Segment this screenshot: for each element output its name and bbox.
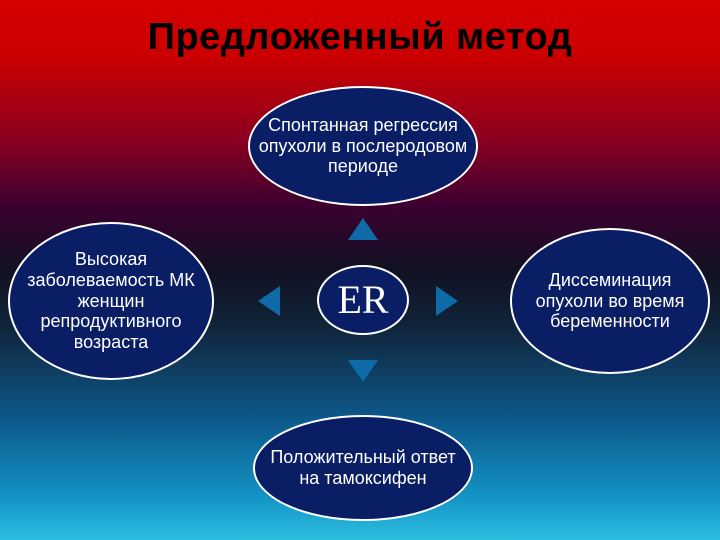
node-bottom-label: Положительный ответ на тамоксифен <box>255 447 471 488</box>
node-top: Спонтанная регрессия опухоли в послеродо… <box>248 86 478 206</box>
arrow-down-icon <box>348 360 378 382</box>
node-center-label: ER <box>331 277 394 323</box>
node-right: Диссеминация опухоли во время беременнос… <box>510 228 710 374</box>
node-center: ER <box>317 265 409 335</box>
node-bottom: Положительный ответ на тамоксифен <box>253 415 473 521</box>
arrow-right-icon <box>436 286 458 316</box>
node-left-label: Высокая заболеваемость МК женщин репроду… <box>10 249 212 352</box>
arrow-left-icon <box>258 286 280 316</box>
node-top-label: Спонтанная регрессия опухоли в послеродо… <box>250 115 476 177</box>
arrow-up-icon <box>348 218 378 240</box>
slide-title: Предложенный метод <box>0 16 720 59</box>
node-left: Высокая заболеваемость МК женщин репроду… <box>8 222 214 380</box>
node-right-label: Диссеминация опухоли во время беременнос… <box>512 270 708 332</box>
slide-stage: Предложенный метод ER Спонтанная регресс… <box>0 0 720 540</box>
